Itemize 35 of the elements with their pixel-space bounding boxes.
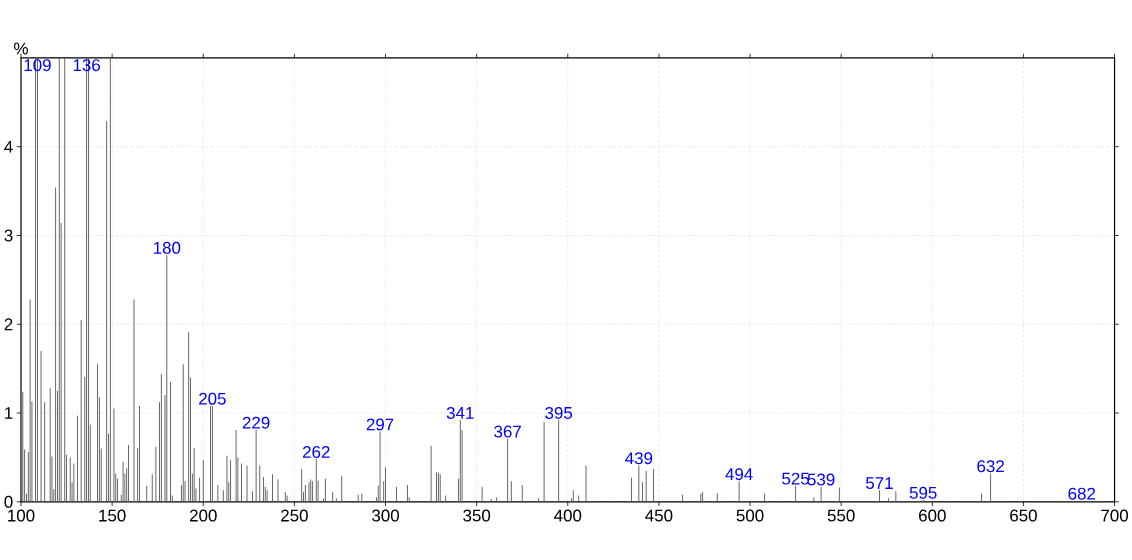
x-tick-label: 300 [372,509,399,522]
annotation: 539 [807,473,835,486]
x-tick-label: 650 [1010,509,1037,522]
x-tick-label: 150 [99,509,126,522]
annotation: 229 [242,416,270,429]
annotation: 341 [446,407,474,420]
x-tick-label: 350 [463,509,491,522]
annotation: 180 [153,241,181,254]
annotation: 205 [199,392,226,405]
x-tick-label: 500 [736,509,764,522]
annotation: 367 [494,425,521,438]
x-tick-label: 400 [554,509,582,522]
annotation: 262 [303,446,330,459]
y-tick-label: 2 [4,318,13,331]
annotation: 682 [1068,487,1096,500]
annotation: 439 [625,452,653,465]
y-tick-label: 1 [5,407,13,419]
annotation: 494 [725,468,753,481]
annotation: 525 [782,472,810,485]
x-tick-label: 250 [281,509,308,522]
y-axis-title: % [14,42,28,55]
x-tick-label: 550 [827,509,855,522]
x-tick-label: 450 [645,509,673,522]
annotation: 632 [977,460,1004,473]
annotation: 571 [865,477,893,490]
x-tick-label: 700 [1101,509,1129,522]
annotation: 297 [366,418,394,431]
x-tick-label: 100 [8,509,35,522]
x-tick-label: 600 [919,509,946,522]
y-tick-label: 4 [4,141,13,153]
annotation: 395 [545,407,573,420]
x-tick-label: 200 [190,509,217,522]
y-tick-label: 0 [4,495,13,508]
y-tick-label: 3 [4,229,13,242]
annotation: 595 [909,486,937,499]
